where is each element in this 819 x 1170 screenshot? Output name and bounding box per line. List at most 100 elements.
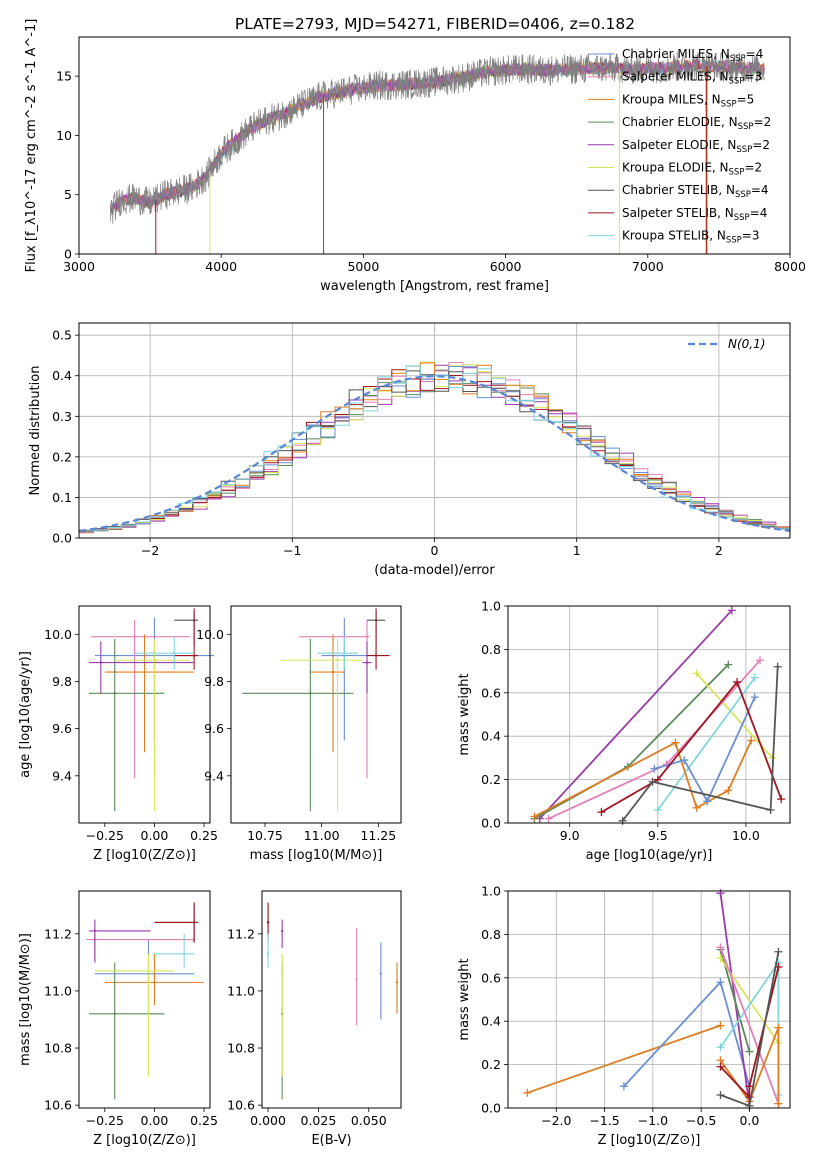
mass_vs_Z-xlabel: Z [log10(Z/Z⊙)] <box>93 1133 196 1148</box>
age_vs_Z-xtick-label: −0.25 <box>86 828 124 843</box>
legend-subscript: SSP <box>721 99 737 109</box>
mw_vs_age-ytick-label: 0.0 <box>481 816 501 831</box>
age_vs_mass-xlabel: mass [log10(M/M⊙)] <box>250 848 383 863</box>
age_vs_Z-point-KM <box>143 670 146 674</box>
mw_vs_age-xtick-label: 9.0 <box>560 828 580 843</box>
spectrum-xtick-label: 5000 <box>347 259 379 274</box>
age_vs_Z-xtick-label: 0.25 <box>190 828 218 843</box>
legend-subscript: SSP <box>738 122 754 132</box>
mw_vs_Z-xtick-label: −1.0 <box>638 1113 668 1128</box>
mw_vs_age-xlabel: age [log10(age/yr)] <box>586 848 713 863</box>
mw_vs_Z-ylabel: mass weight <box>457 958 472 1040</box>
mw_vs_Z-marker-KM <box>716 1021 725 1030</box>
age_vs_Z-point-KS <box>173 651 176 655</box>
mw_vs_age-xtick-label: 9.5 <box>648 828 668 843</box>
residual-hist-CS <box>79 370 790 531</box>
mass_vs_Z-point-CE <box>113 1012 116 1015</box>
mw_vs_age-marker-CS <box>766 805 775 814</box>
legend-count: =4 <box>746 47 764 61</box>
mw_vs_age-marker-KS <box>653 805 662 814</box>
mw_vs_age-marker-CE <box>724 660 733 669</box>
mw_vs_Z-ytick-label: 0.2 <box>481 1057 501 1072</box>
legend-label: Salpeter MILES, NSSP=3 <box>622 70 762 87</box>
age_vs_Z-point-SS <box>192 654 196 657</box>
mw_vs_age-xtick-label: 10.0 <box>732 828 760 843</box>
residuals-ylabel: Normed distribution <box>28 366 43 496</box>
age_vs_Z-point-KE <box>153 659 156 662</box>
mass_vs_Z-point-SE <box>93 929 97 933</box>
legend-count: =3 <box>744 70 762 84</box>
legend-label: Kroupa MILES, NSSP=5 <box>622 92 754 109</box>
legend-count: =2 <box>744 161 762 175</box>
mw_vs_age-line-CS <box>621 666 779 822</box>
mw_vs_age-frame <box>507 605 791 824</box>
spectrum-ytick-label: 10 <box>56 128 72 143</box>
mw_vs_Z-xtick-label: −1.5 <box>589 1113 619 1128</box>
residuals-xtick-label: 1 <box>573 543 581 558</box>
spectrum-xtick-label: 8000 <box>774 259 806 274</box>
mw_vs_age-marker-KS <box>750 673 759 682</box>
spectrum-ylabel: Flux [f_λ10^-17 erg cm^-2 s^-1 A^-1] <box>24 19 39 273</box>
legend-label: Chabrier STELIB, NSSP=4 <box>622 183 769 200</box>
mass_vs_Z-ytick-label: 11.0 <box>44 983 72 998</box>
legend-label: Chabrier MILES, NSSP=4 <box>622 47 763 64</box>
mw_vs_Z-frame <box>507 890 791 1109</box>
mass_vs_ebv-point-SS <box>266 921 270 924</box>
age_vs_mass-point-CE <box>309 692 312 695</box>
age_vs_mass-ytick-label: 9.4 <box>204 768 224 783</box>
mw_vs_age-ytick-label: 0.4 <box>481 729 501 744</box>
legend-count: =5 <box>737 92 755 106</box>
age_vs_mass-ytick-label: 9.8 <box>204 674 224 689</box>
mw_vs_age-marker-SS <box>597 808 606 817</box>
mw_vs_Z-marker-KM <box>774 1023 783 1032</box>
legend-count: =4 <box>751 183 769 197</box>
mw_vs_age-marker-KM <box>671 738 680 747</box>
mass_vs_Z-xtick-label: 0.00 <box>141 1113 169 1128</box>
mw_vs_Z-marker-SS <box>716 1062 725 1071</box>
residuals-ytick-label: 0.2 <box>52 449 72 464</box>
age_vs_Z-point-SE <box>99 661 103 664</box>
mass_vs_Z-point-KE <box>147 969 150 973</box>
labels-layer: 3000 4000 5000 6000 7000 8000051015wavelength… <box>18 19 806 1148</box>
mw_vs_age-line-SS <box>600 680 783 813</box>
legend-subscript: SSP <box>730 54 746 64</box>
mw_vs_age-marker-CM <box>703 797 712 806</box>
mw_vs_age-marker-CS <box>773 662 782 671</box>
residuals-ytick-label: 0.3 <box>52 409 72 424</box>
mw_vs_age-marker-KM <box>692 803 701 812</box>
spectrum-legend: Chabrier MILES, NSSP=4 Salpeter MILES, NS… <box>588 47 771 246</box>
mw_vs_Z-line-CM <box>623 980 751 1087</box>
legend-count: =4 <box>750 206 768 220</box>
mass_vs_ebv-point-KM <box>395 981 399 984</box>
residuals-ytick-label: 0.4 <box>52 368 72 383</box>
spectrum-ytick-label: 0 <box>64 247 72 262</box>
legend-label: Chabrier ELODIE, NSSP=2 <box>622 115 771 132</box>
spectrum-ytick-label: 15 <box>56 69 72 84</box>
mass_vs_ebv-point-CM <box>379 972 383 976</box>
mw_vs_age-marker-CS <box>648 777 657 786</box>
mass_vs_Z-ytick-label: 10.8 <box>44 1041 72 1056</box>
mw_vs_age-ytick-label: 0.6 <box>481 685 501 700</box>
age_vs_mass-ytick-label: 10.0 <box>196 627 224 642</box>
mw_vs_age-marker-KM <box>530 812 539 821</box>
legend-label: Salpeter ELODIE, NSSP=2 <box>622 138 770 155</box>
mw_vs_Z-ytick-label: 0.0 <box>481 1101 501 1116</box>
spectrum-xtick-label: 4000 <box>205 259 237 274</box>
mw_vs_age-ylabel: mass weight <box>457 673 472 755</box>
mw_vs_Z-marker-CM <box>619 1082 628 1091</box>
legend-count: =2 <box>754 115 772 129</box>
age_vs_Z-xlabel: Z [log10(Z/Z⊙)] <box>93 848 196 863</box>
mw_vs_Z-xtick-label: −0.5 <box>686 1113 716 1128</box>
residuals-xtick-label: 0 <box>431 543 439 558</box>
legend-subscript: SSP <box>729 168 745 178</box>
mw_vs_Z-marker-SS <box>745 1093 754 1102</box>
age_vs_Z-ytick-label: 10.0 <box>44 627 72 642</box>
mass_vs_ebv-ytick-label: 10.8 <box>227 1041 255 1056</box>
mw_vs_age-marker-SM <box>544 814 553 823</box>
age_vs_mass-point-SS <box>374 654 378 657</box>
spectrum-xtick-label: 3000 <box>63 259 95 274</box>
age_vs_mass-point-SM <box>365 635 369 638</box>
mw_vs_age-line-SE <box>539 609 733 820</box>
mw_vs_Z-ytick-label: 1.0 <box>481 884 501 899</box>
mw_vs_Z-xtick-label: 0.0 <box>739 1113 759 1128</box>
